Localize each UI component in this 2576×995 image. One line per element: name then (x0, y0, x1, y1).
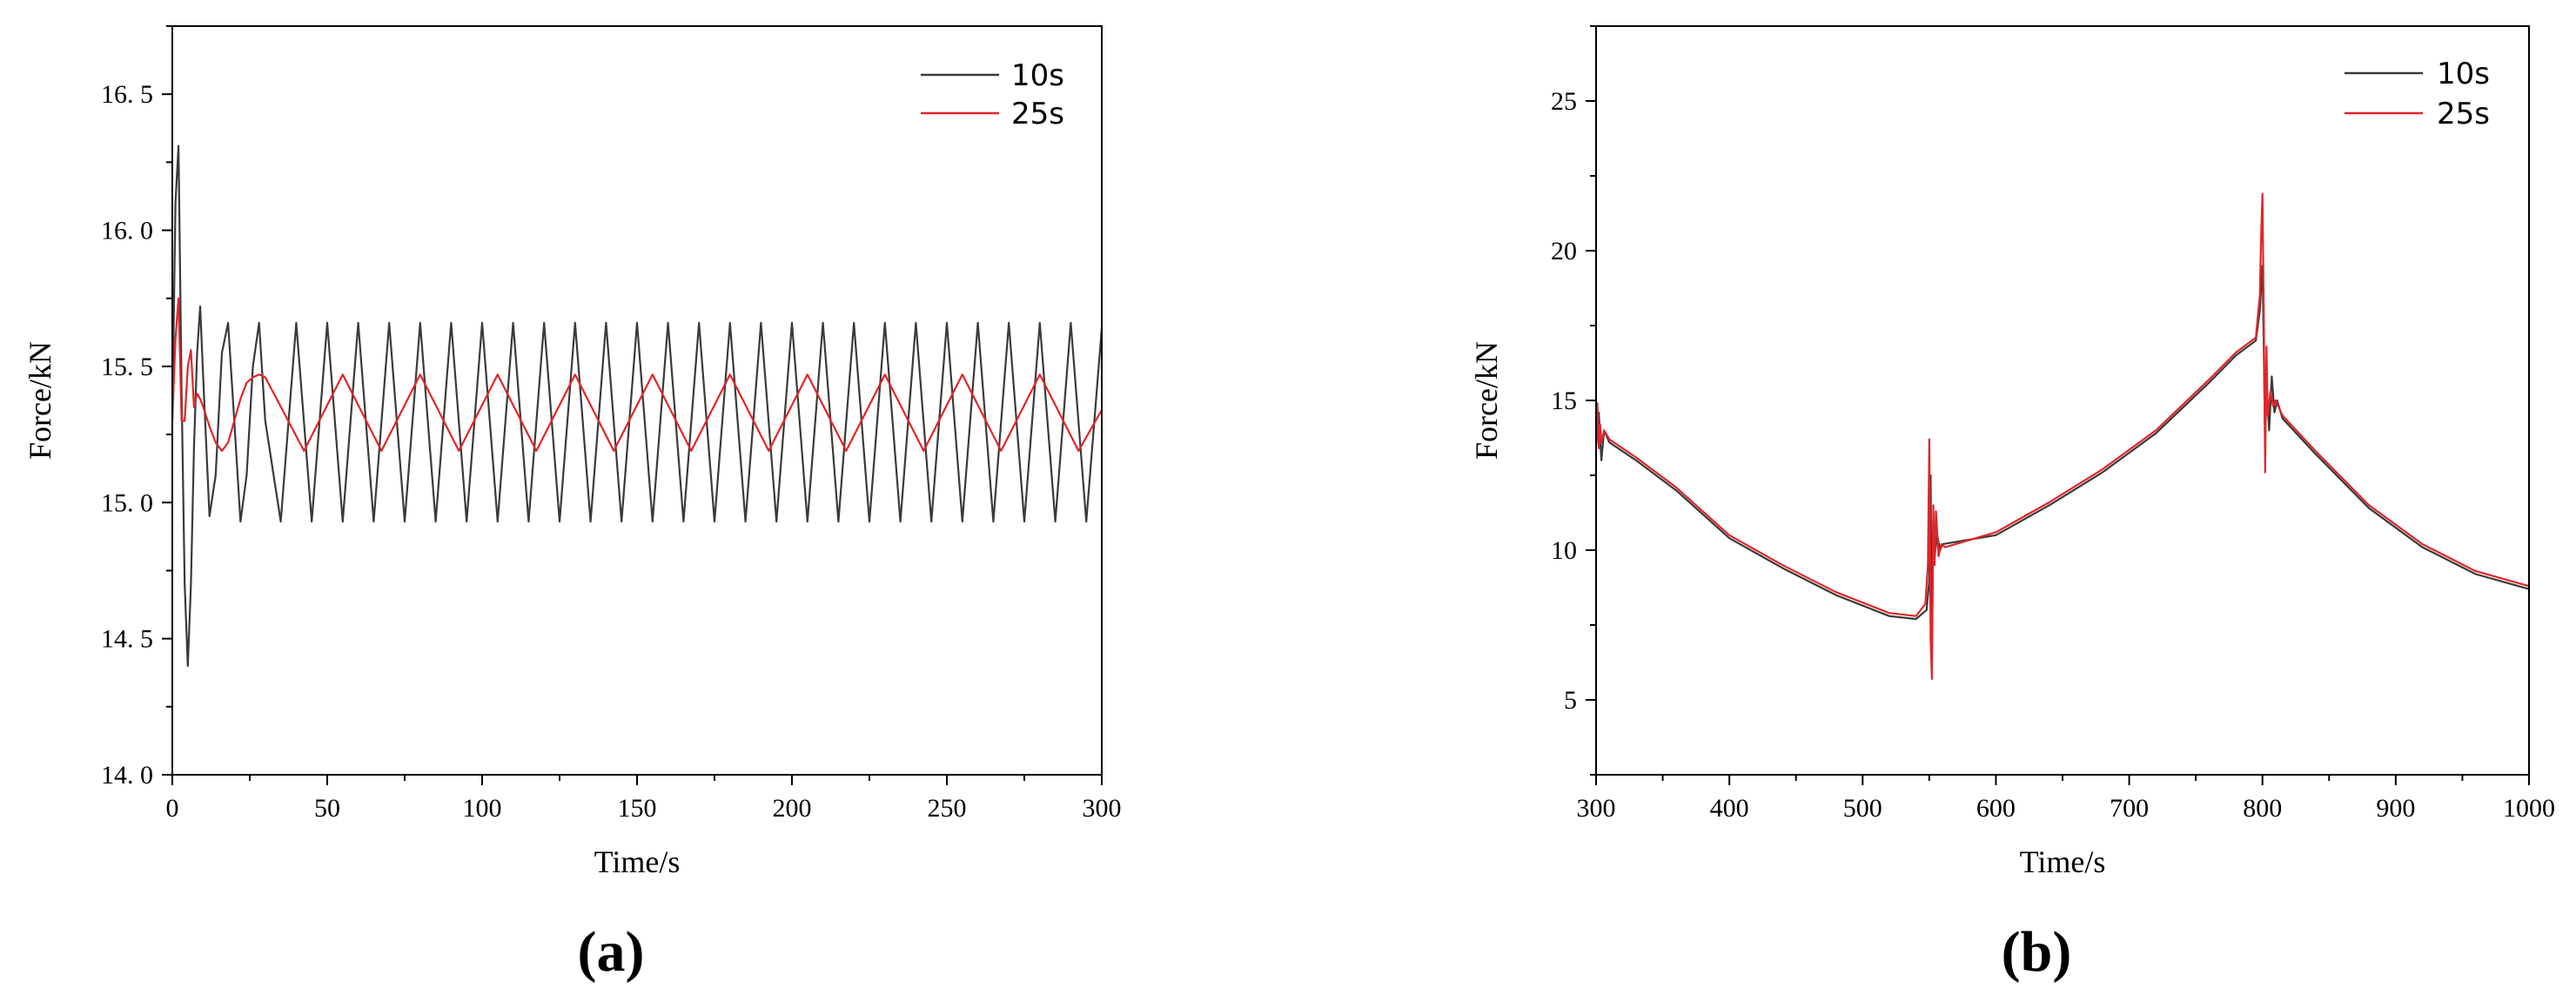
panel-a-x-tick-label: 150 (618, 794, 657, 823)
panel-b-x-tick-label: 600 (1976, 794, 2016, 823)
panel-a-x-axis-label: Time/s (594, 844, 681, 879)
panel-a-plot-frame (171, 25, 1103, 776)
panel-b-y-ticks: 5 10 15 20 25 (1551, 25, 1596, 776)
panel-a-legend: 10s 25s (921, 58, 1064, 131)
panel-a-y-tick-label: 14. 5 (101, 625, 153, 654)
panel-b-x-tick-label: 300 (1577, 794, 1616, 823)
panel-a-y-axis-label: Force/kN (23, 341, 57, 460)
panel-a-series-line-25s (172, 297, 1102, 453)
panel-b-x-ticks: 300 400 500 600 700 800 900 1000 (1577, 775, 2555, 823)
panel-a-x-tick-label: 250 (928, 794, 967, 823)
panel-a-plot-lines (172, 145, 1102, 668)
panel-b-y-tick-label: 15 (1551, 387, 1577, 415)
panel-a-label: (a) (578, 920, 645, 984)
panel-b-y-tick-label: 25 (1551, 87, 1577, 116)
panel-a-chart: 0 50 100 150 200 250 300 14. 014. 515. 015. 51… (23, 25, 1122, 984)
panel-b-label: (b) (2002, 920, 2072, 984)
panel-b-chart: 300 400 500 600 700 800 900 1000 5 10 15 20 25 Time… (1469, 25, 2555, 984)
panel-b-y-tick-label: 20 (1551, 237, 1577, 266)
panel-b-series-line-10s (1596, 265, 2529, 656)
panel-b-legend-label-25s: 25s (2437, 97, 2490, 131)
panel-a-legend-label-25s: 25s (1011, 97, 1064, 131)
panel-b-x-tick-label: 700 (2110, 794, 2149, 823)
panel-b-y-axis-label: Force/kN (1469, 341, 1504, 460)
panel-a-x-ticks: 0 50 100 150 200 250 300 (166, 775, 1122, 823)
panel-b-x-tick-label: 500 (1843, 794, 1882, 823)
panel-a-x-tick-label: 100 (463, 794, 502, 823)
panel-b-x-tick-label: 800 (2243, 794, 2282, 823)
panel-a-y-tick-label: 15. 5 (101, 353, 153, 381)
panel-b-x-tick-label: 400 (1710, 794, 1749, 823)
panel-b-y-tick-label: 10 (1551, 536, 1577, 565)
panel-b-plot-lines (1596, 192, 2529, 681)
panel-a-y-tick-label: 16. 5 (101, 80, 153, 109)
panel-a-x-tick-label: 200 (773, 794, 812, 823)
panel-a-x-tick-label: 0 (166, 794, 179, 823)
panel-a-y-tick-label: 14. 0 (101, 761, 153, 790)
panel-b-legend-label-10s: 10s (2437, 57, 2490, 91)
panel-b-x-tick-label: 900 (2376, 794, 2415, 823)
panel-a-y-tick-label: 16. 0 (101, 217, 153, 245)
panel-b-series-line-25s (1596, 192, 2529, 681)
panel-b-legend: 10s 25s (2345, 57, 2490, 131)
panel-a-x-tick-label: 50 (314, 794, 340, 823)
panel-b-x-tick-label: 1000 (2503, 794, 2555, 823)
panel-b-y-tick-label: 5 (1564, 686, 1577, 715)
panel-a-legend-label-10s: 10s (1011, 58, 1064, 93)
panel-b-x-axis-label: Time/s (2020, 844, 2106, 879)
panel-a-series-line-10s (172, 145, 1102, 668)
panel-a-x-tick-label: 300 (1083, 794, 1122, 823)
panel-b-plot-frame (1595, 25, 2530, 776)
panel-a-y-tick-label: 15. 0 (101, 488, 153, 517)
panel-a-y-ticks: 14. 0 14. 5 15. 0 15. 5 16. 0 16. 5 (101, 25, 172, 790)
